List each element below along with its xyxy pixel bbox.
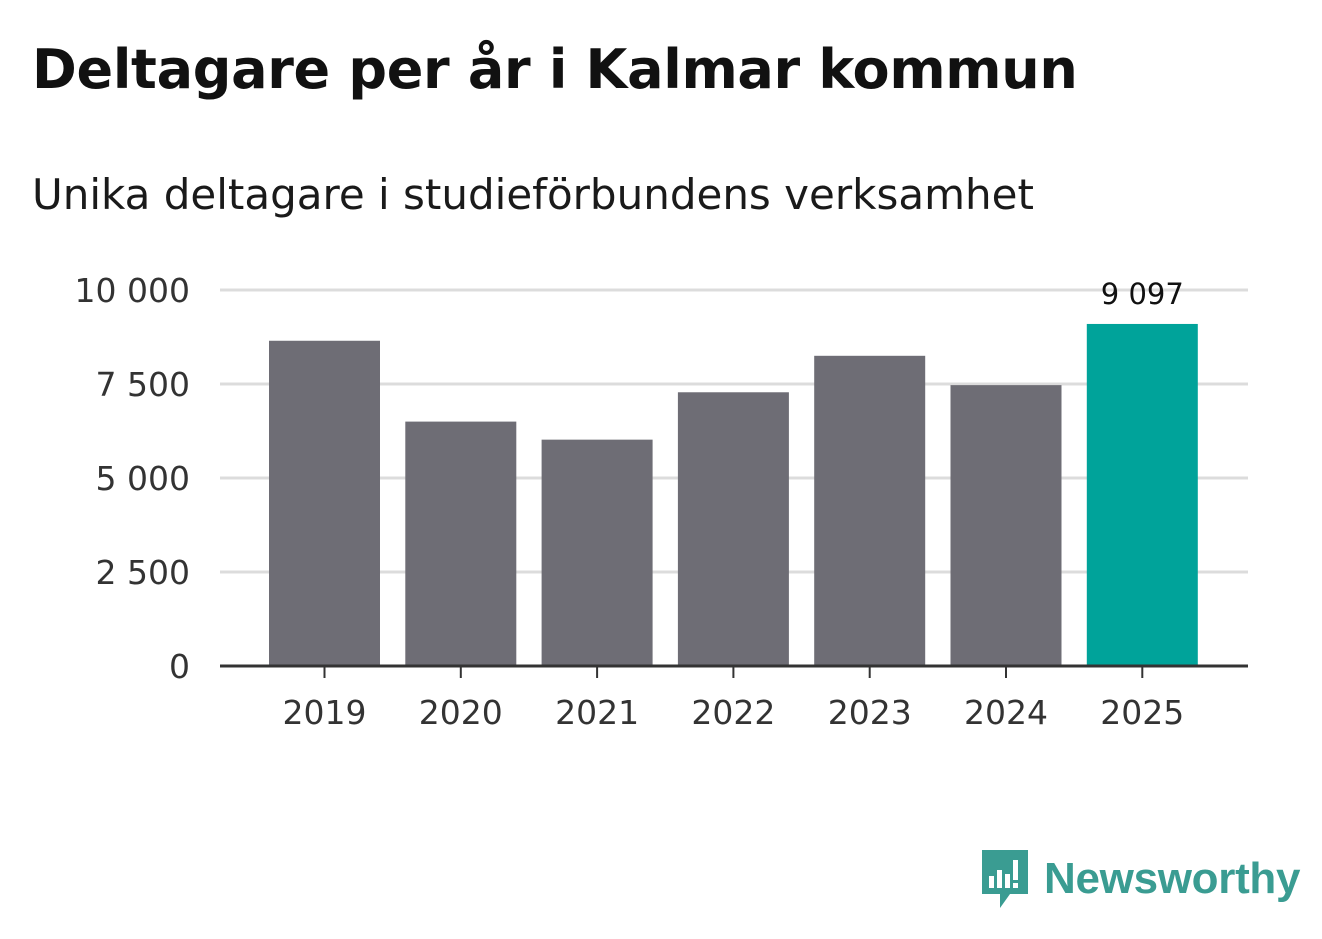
bar-2025 xyxy=(1086,323,1198,666)
chart-title: Deltagare per år i Kalmar kommun xyxy=(32,38,1078,101)
x-tick-label: 2025 xyxy=(1100,693,1184,732)
x-tick-label: 2024 xyxy=(964,693,1048,732)
bar-2021 xyxy=(541,439,653,666)
bar-2023 xyxy=(814,355,926,666)
x-tick-label: 2022 xyxy=(691,693,775,732)
bar-2020 xyxy=(405,421,517,666)
brand-logo: Newsworthy xyxy=(980,848,1300,910)
x-axis xyxy=(220,664,1248,678)
bar-chart: 0 2 500 5 000 7 500 10 000 2019 2020 2021 2022 20… xyxy=(75,271,1248,732)
y-tick-label: 5 000 xyxy=(96,459,190,498)
bars xyxy=(269,323,1198,666)
y-tick-label: 10 000 xyxy=(75,271,190,310)
x-tick-label: 2021 xyxy=(555,693,639,732)
bar-chart-speech-bubble-icon xyxy=(982,850,1028,908)
brand-name: Newsworthy xyxy=(1044,854,1301,903)
y-tick-label: 0 xyxy=(169,647,190,686)
x-tick-label: 2019 xyxy=(283,693,367,732)
bar-2019 xyxy=(269,340,380,666)
x-tick-label: 2020 xyxy=(419,693,503,732)
x-tick-label: 2023 xyxy=(828,693,912,732)
bar-2024 xyxy=(950,385,1062,666)
labels: 0 2 500 5 000 7 500 10 000 2019 2020 2021 2022 20… xyxy=(75,271,1185,732)
chart-subtitle: Unika deltagare i studieförbundens verks… xyxy=(32,170,1034,219)
bar-2022 xyxy=(677,392,789,666)
data-label: 9 097 xyxy=(1101,277,1184,311)
y-tick-label: 2 500 xyxy=(96,553,190,592)
y-tick-label: 7 500 xyxy=(96,365,190,404)
